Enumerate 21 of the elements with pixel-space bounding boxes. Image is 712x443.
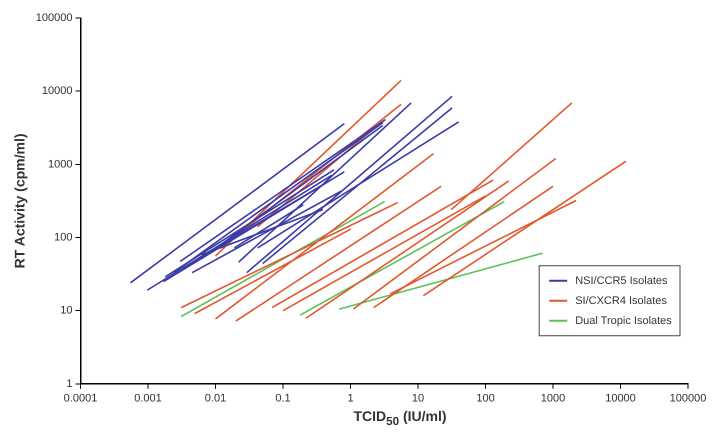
x-tick-label: 10 [412, 392, 424, 404]
x-tick-label: 0.001 [134, 392, 162, 404]
x-tick-label: 1 [347, 392, 354, 404]
legend-label: NSI/CCR5 Isolates [575, 274, 668, 287]
y-tick-label: 100000 [36, 12, 73, 24]
x-tick-label: 0.01 [204, 392, 226, 404]
x-tick-label: 0.0001 [64, 392, 98, 404]
x-tick-label: 100000 [670, 392, 706, 404]
y-tick-label: 1 [66, 378, 73, 390]
y-tick-label: 10 [60, 304, 73, 317]
legend-label: SI/CXCR4 Isolates [575, 294, 668, 307]
legend-label: Dual Tropic Isolates [575, 314, 672, 327]
x-axis-title: TCID$_{50}$ (IU/ml) [352, 408, 448, 428]
x-tick-label: 100 [476, 392, 495, 404]
x-tick-label: 10000 [605, 392, 636, 404]
x-tick-label: 0.1 [275, 392, 291, 404]
x-tick-label: 1000 [540, 392, 566, 404]
y-tick-label: 10000 [42, 85, 73, 98]
y-tick-label: 100 [54, 232, 73, 244]
y-axis-title: RT Activity (cpm/ml) [11, 133, 28, 268]
y-tick-label: 1000 [48, 158, 73, 170]
